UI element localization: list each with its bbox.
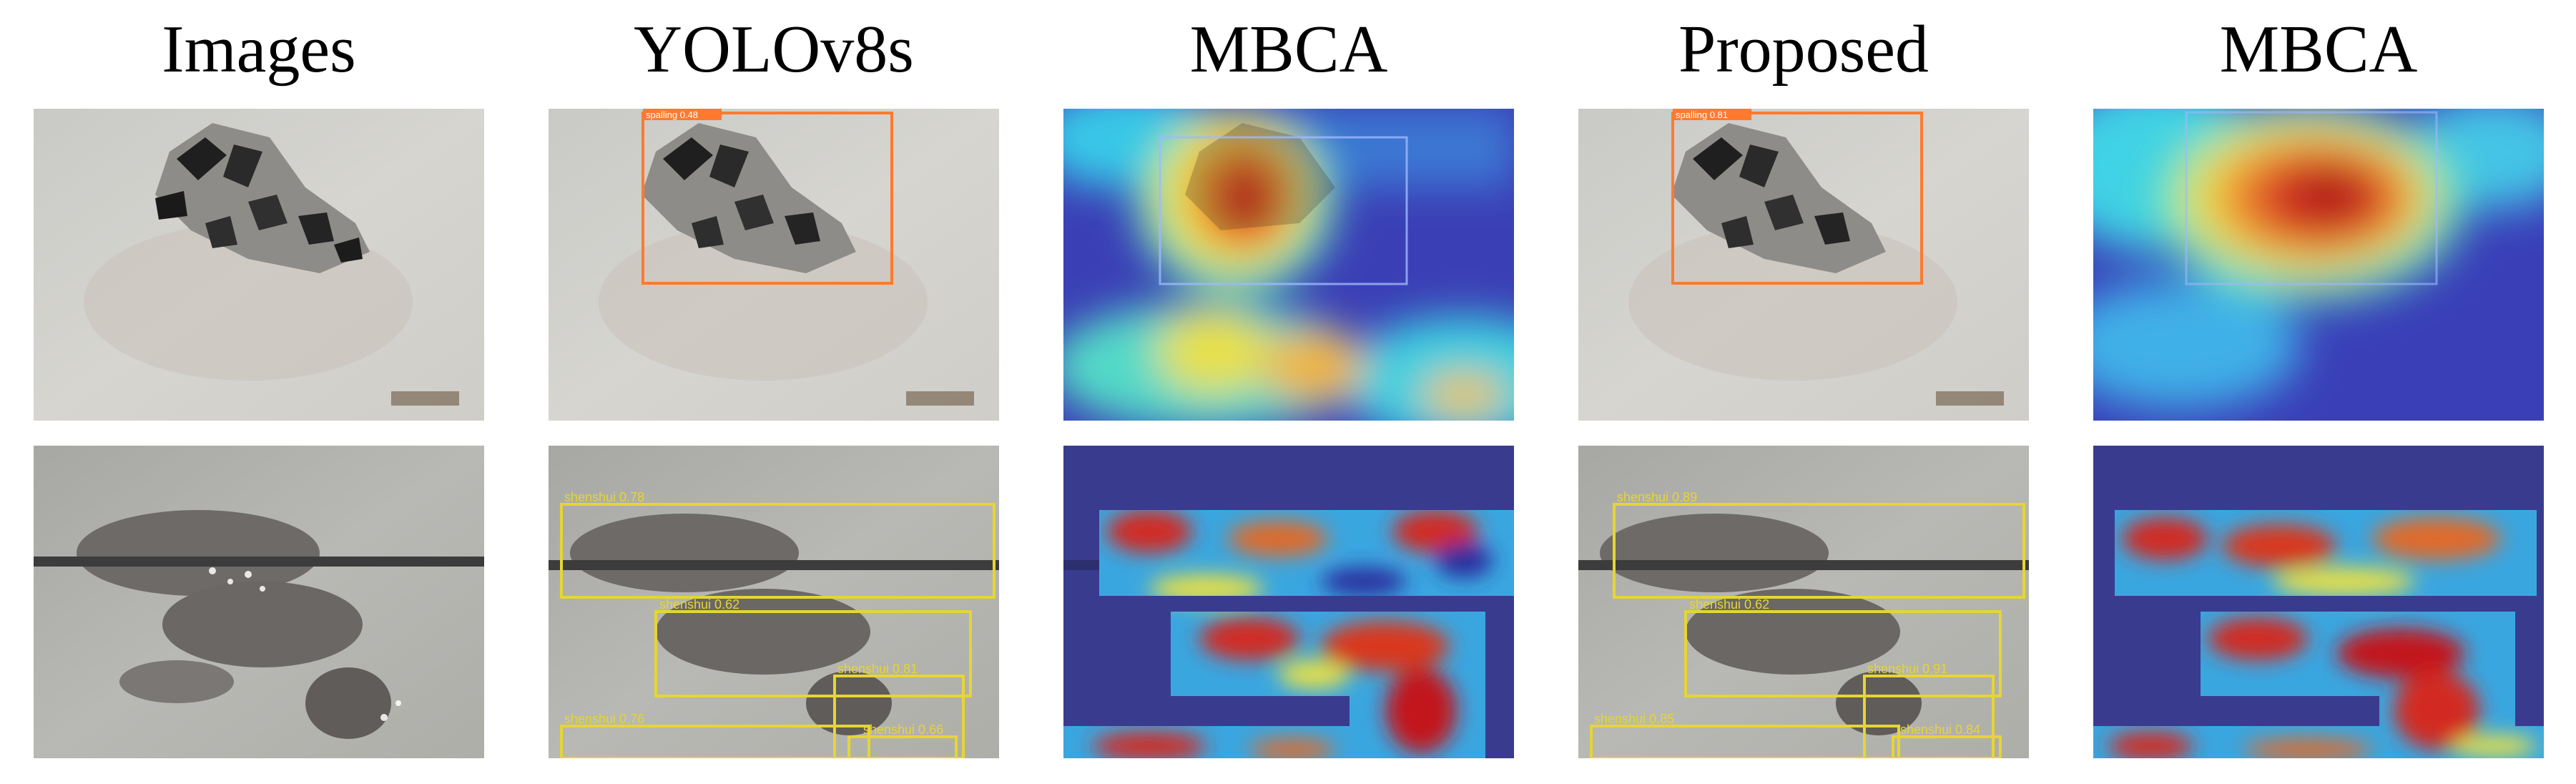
detection-box: [1671, 112, 1923, 285]
detection-label: shenshui 0.62: [1689, 597, 1769, 612]
detection-label: shenshui 0.81: [837, 662, 918, 676]
detection-box: [641, 112, 893, 285]
detection-label: spalling 0.48: [646, 109, 698, 120]
row2-mbca-heatmap-second: [2093, 446, 2544, 758]
row2-mbca-heatmap: [1063, 446, 1514, 758]
detection-box: [1892, 735, 2002, 758]
row2-yolov8s-image: shenshui 0.78 shenshui 0.62 shenshui 0.8…: [549, 446, 999, 758]
row1-mbca-heatmap-second: [2093, 109, 2544, 421]
detection-box: [654, 610, 972, 697]
row2-proposed-image: shenshui 0.89 shenshui 0.62 shenshui 0.9…: [1578, 446, 2029, 758]
column-title-proposed: Proposed: [1678, 12, 1929, 87]
detection-box: [560, 725, 870, 758]
detection-box: [833, 675, 965, 758]
detection-label: shenshui 0.62: [659, 597, 739, 612]
detection-label: shenshui 0.91: [1867, 662, 1947, 676]
detection-box: [847, 735, 958, 758]
detection-box: [560, 503, 996, 599]
detection-label: shenshui 0.78: [564, 490, 644, 504]
column-title-mbca: MBCA: [1189, 12, 1388, 87]
detection-label: shenshui 0.84: [1900, 722, 1980, 737]
seepage-defect: [77, 510, 391, 739]
column-title-images: Images: [162, 12, 356, 87]
detection-box: [1863, 675, 1995, 758]
detection-box: [1590, 725, 1900, 758]
row1-proposed-image: spalling 0.81: [1578, 109, 2029, 421]
detection-box: [1684, 610, 2002, 697]
detection-label: shenshui 0.66: [863, 722, 943, 737]
column-title-mbca-second: MBCA: [2219, 12, 2418, 87]
row1-yolov8s-image: spalling 0.48: [549, 109, 999, 421]
spalling-defect: [155, 123, 370, 273]
row2-original-image: [34, 446, 484, 758]
detection-label: shenshui 0.76: [564, 712, 644, 726]
detection-box: [1613, 503, 2025, 599]
row1-original-image: [34, 109, 484, 421]
detection-label: shenshui 0.89: [1617, 490, 1697, 504]
detection-label: spalling 0.81: [1676, 109, 1728, 120]
column-title-yolov8s: YOLOv8s: [634, 12, 914, 87]
detection-label: shenshui 0.85: [1594, 712, 1674, 726]
row1-mbca-heatmap: [1063, 109, 1514, 421]
